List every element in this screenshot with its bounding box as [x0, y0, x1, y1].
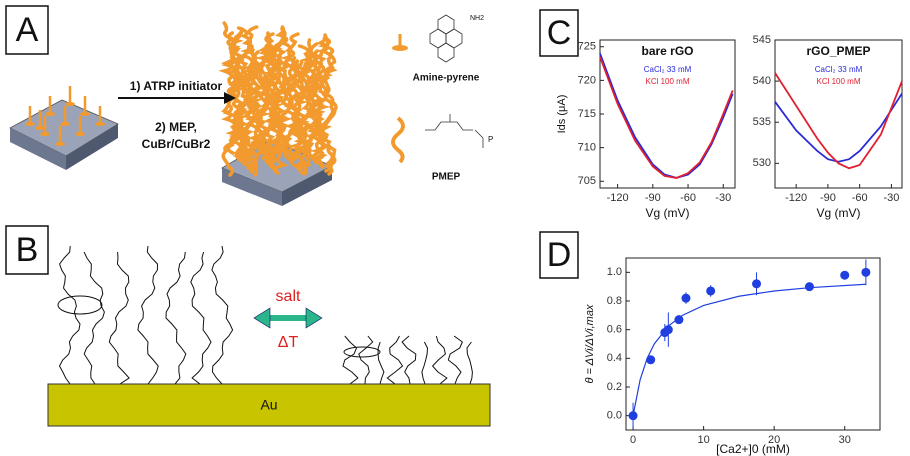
data-point: [706, 286, 715, 295]
data-point: [752, 279, 761, 288]
y-tick-label: 0.2: [607, 381, 622, 393]
y-axis-label: θ = ΔVi/ΔVi,max: [584, 304, 596, 383]
figure: A 1) ATRP initiator 2) MEP, CuBr/CuBr2 N…: [0, 0, 910, 456]
chart-title: bare rGO: [641, 44, 693, 58]
data-point: [629, 411, 638, 420]
data-point: [681, 294, 690, 303]
legend-entry: CaCl₂ 33 mM: [815, 65, 863, 74]
panel-label: A: [16, 11, 39, 49]
pin-base: [25, 122, 35, 126]
pin-base: [80, 112, 90, 116]
pin-base: [40, 132, 50, 136]
y-tick-label: 530: [753, 157, 771, 169]
chart-title: rGO_PMEP: [806, 44, 870, 58]
data-point: [805, 282, 814, 291]
stimulus-label: salt: [276, 288, 301, 305]
x-tick-label: -30: [715, 192, 731, 204]
data-point: [646, 355, 655, 364]
y-tick-label: 535: [753, 116, 771, 128]
legend-entry: KCl 100 mM: [816, 77, 860, 86]
legend-entry: CaCl₂ 33 mM: [644, 65, 692, 74]
panel-label: B: [16, 231, 39, 269]
pin-base: [75, 132, 85, 136]
x-tick-label: -120: [607, 192, 629, 204]
pin-base: [35, 126, 45, 130]
pin-base: [65, 102, 75, 106]
x-axis-label: [Ca2+]0 (mM): [716, 442, 790, 456]
panel-label: C: [547, 14, 572, 52]
step-text: 1) ATRP initiator: [130, 79, 223, 93]
y-tick-label: 710: [578, 142, 596, 154]
chem-label: P: [488, 135, 493, 144]
x-axis-label: Vg (mV): [645, 206, 689, 220]
legend-entry: KCl 100 mM: [645, 77, 689, 86]
x-tick-label: -120: [785, 192, 807, 204]
data-point: [674, 315, 683, 324]
data-point: [664, 325, 673, 334]
pin-base: [45, 112, 55, 116]
data-point: [861, 268, 870, 277]
x-tick-label: -90: [645, 192, 661, 204]
y-axis-label: Ids (μA): [556, 95, 568, 134]
y-tick-label: 0.6: [607, 324, 622, 336]
data-point: [840, 271, 849, 280]
x-tick-label: 0: [630, 434, 636, 446]
x-tick-label: -60: [680, 192, 696, 204]
x-axis-label: Vg (mV): [816, 206, 860, 220]
legend-text: Amine-pyrene: [413, 73, 480, 84]
y-tick-label: 1.0: [607, 266, 622, 278]
panel-label: D: [547, 236, 572, 274]
y-tick-label: 725: [578, 41, 596, 53]
x-tick-label: 10: [697, 434, 709, 446]
y-tick-label: 720: [578, 74, 596, 86]
icon: [392, 45, 408, 51]
x-tick-label: -30: [883, 192, 899, 204]
pin-base: [60, 122, 70, 126]
x-tick-label: -60: [852, 192, 868, 204]
y-tick-label: 540: [753, 75, 771, 87]
step-text: CuBr/CuBr2: [142, 137, 211, 151]
substrate-label: Au: [260, 397, 277, 413]
step-text: 2) MEP,: [155, 120, 197, 134]
y-tick-label: 545: [753, 34, 771, 46]
y-tick-label: 0.8: [607, 295, 622, 307]
x-tick-label: 30: [839, 434, 851, 446]
pin-base: [95, 122, 105, 126]
y-tick-label: 705: [578, 175, 596, 187]
chem-label: NH2: [470, 15, 484, 22]
x-tick-label: -90: [820, 192, 836, 204]
pin-base: [55, 142, 65, 146]
y-tick-label: 715: [578, 108, 596, 120]
legend-text: PMEP: [432, 172, 461, 183]
y-tick-label: 0.0: [607, 410, 622, 422]
stimulus-label: ΔT: [278, 334, 299, 351]
y-tick-label: 0.4: [607, 352, 622, 364]
